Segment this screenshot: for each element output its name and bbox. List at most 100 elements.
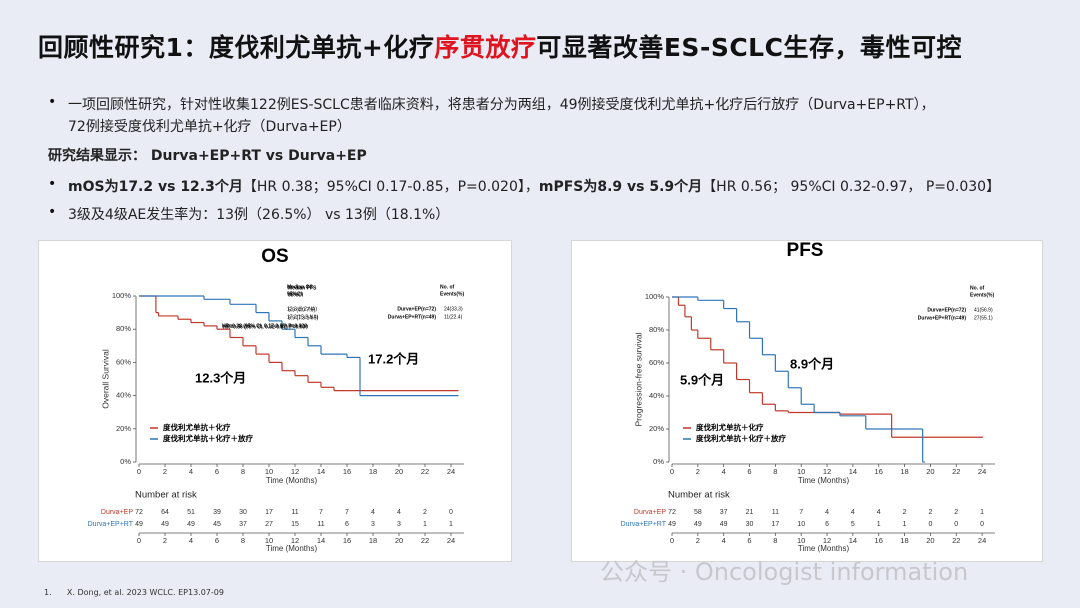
stats-hr: HR=0.56 (95% CI, 0.32-0.97) P=0.030: [223, 324, 308, 330]
x-tick-label: 24: [978, 467, 986, 476]
risk-row-label: Durva+EP+RT: [88, 521, 134, 528]
risk-count: 4: [877, 509, 881, 516]
stats-cell: 24(33.3): [444, 306, 463, 312]
bullet-text: 3级及4级AE发生率为：13例（26.5%） vs 13例（18.1%）: [68, 207, 450, 223]
bullet-text: 一项回顾性研究，针对性收集122例ES-SCLC患者临床资料，将患者分为两组，4…: [68, 97, 935, 113]
risk-x-tick-label: 6: [747, 536, 751, 545]
stats-cell: 41(56.9): [974, 307, 993, 313]
stats-header: Median PFS: [288, 285, 317, 291]
risk-x-tick-label: 18: [369, 536, 377, 545]
stats-row-label: Durva+EP(n=72): [927, 307, 966, 313]
results-heading: 研究结果显示： Durva+EP+RT vs Durva+EP: [48, 145, 367, 165]
stats-header: Events(%): [440, 291, 465, 297]
risk-count: 11: [291, 509, 298, 516]
risk-count: 49: [668, 521, 676, 528]
risk-count: 0: [449, 509, 453, 516]
x-tick-label: 14: [317, 467, 325, 476]
x-tick-label: 4: [189, 467, 193, 476]
risk-count: 1: [980, 509, 984, 516]
x-tick-label: 12: [291, 467, 299, 476]
risk-count: 2: [928, 509, 932, 516]
risk-x-tick-label: 6: [215, 536, 219, 545]
risk-title: Number at risk: [668, 490, 730, 501]
stats-cell: 11(22.4): [444, 314, 463, 320]
stats-cell: 5.9 (4.0-7.6): [288, 307, 316, 313]
slide-title: 回顾性研究1：度伐利尤单抗+化疗序贯放疗可显著改善ES-SCLC生存，毒性可控: [38, 28, 962, 64]
risk-count: 45: [213, 521, 221, 528]
risk-x-tick-label: 0: [137, 536, 141, 545]
risk-count: 3: [371, 521, 375, 528]
annotation: 8.9个月: [790, 356, 834, 371]
risk-count: 37: [239, 521, 247, 528]
x-tick-label: 8: [241, 467, 245, 476]
risk-count: 0: [954, 521, 958, 528]
risk-count: 49: [187, 521, 195, 528]
x-tick-label: 20: [926, 467, 934, 476]
y-tick-label: 100%: [112, 291, 132, 300]
result-part: 【HR 0.56； 95%CI 0.32-0.97， P=0.030】: [702, 179, 1001, 195]
risk-count: 4: [371, 509, 375, 516]
risk-count: 58: [694, 509, 702, 516]
risk-count: 2: [423, 509, 427, 516]
risk-count: 2: [903, 509, 907, 516]
x-tick-label: 8: [773, 467, 777, 476]
bullet-dot: •: [48, 176, 57, 192]
bullet-text: mOS为17.2 vs 12.3个月【HR 0.38；95%CI 0.17-0.…: [68, 176, 1000, 196]
result-part: 【HR 0.38；95%CI 0.17-0.85，P=0.020】，: [242, 179, 539, 195]
x-tick-label: 18: [369, 467, 377, 476]
risk-x-tick-label: 4: [722, 536, 726, 545]
title-part: 可显著改善ES-SCLC生存，毒性可控: [536, 33, 962, 62]
annotation: 5.9个月: [680, 372, 724, 387]
y-tick-label: 0%: [120, 457, 131, 466]
footnote: 1. X. Dong, et al. 2023 WCLC. EP13.07-09: [44, 588, 224, 597]
risk-count: 6: [825, 521, 829, 528]
risk-row-label: Durva+EP: [101, 509, 133, 516]
risk-x-tick-label: 18: [900, 536, 908, 545]
stats-cell: 27(55.1): [974, 315, 993, 321]
risk-x-tick-label: 22: [952, 536, 960, 545]
stats-header: Events(%): [970, 292, 995, 298]
chart-title: PFS: [787, 240, 824, 261]
legend-label: 度伐利尤单抗＋化疗＋放疗: [696, 433, 786, 443]
footnote-number: 1.: [44, 588, 52, 597]
bullet-dot: •: [48, 94, 57, 110]
stats-cell: 8.9 (7.3-14.5): [288, 315, 318, 321]
risk-count: 1: [423, 521, 427, 528]
y-axis-label: Overall Survival: [100, 349, 110, 409]
risk-count: 3: [397, 521, 401, 528]
x-tick-label: 16: [875, 467, 883, 476]
x-tick-label: 4: [722, 467, 726, 476]
risk-x-tick-label: 24: [447, 536, 455, 545]
stats-row-label: Durva+EP+RT(n=49): [388, 314, 437, 320]
x-tick-label: 6: [747, 467, 751, 476]
risk-count: 17: [771, 521, 779, 528]
risk-x-tick-label: 16: [875, 536, 883, 545]
y-tick-label: 60%: [116, 357, 131, 366]
risk-count: 64: [161, 509, 169, 516]
risk-count: 49: [720, 521, 728, 528]
stats-header: Median OS: [287, 284, 314, 290]
risk-count: 5: [851, 521, 855, 528]
stats-row-label: Durva+EP(n=72): [397, 306, 436, 312]
risk-count: 2: [954, 509, 958, 516]
x-tick-label: 2: [696, 467, 700, 476]
x-axis-label: Time (Months): [798, 476, 850, 485]
x-tick-label: 24: [447, 467, 455, 476]
result-part: mPFS为8.9 vs 5.9个月: [538, 179, 703, 195]
risk-count: 1: [903, 521, 907, 528]
risk-count: 11: [317, 521, 324, 528]
title-part: 回顾性研究1：度伐利尤单抗+化疗: [38, 33, 435, 62]
x-tick-label: 14: [849, 467, 857, 476]
chart-panel: [571, 240, 1043, 562]
risk-x-tick-label: 12: [823, 536, 831, 545]
y-tick-label: 60%: [649, 358, 664, 367]
stats-row-label: Durva+EP+RT(n=49): [918, 315, 967, 321]
y-tick-label: 80%: [649, 325, 664, 334]
risk-count: 21: [746, 509, 754, 516]
x-tick-label: 20: [395, 467, 403, 476]
y-tick-label: 80%: [116, 324, 131, 333]
risk-title: Number at risk: [135, 490, 197, 501]
risk-count: 30: [746, 521, 754, 528]
risk-row-label: Durva+EP+RT: [621, 521, 667, 528]
